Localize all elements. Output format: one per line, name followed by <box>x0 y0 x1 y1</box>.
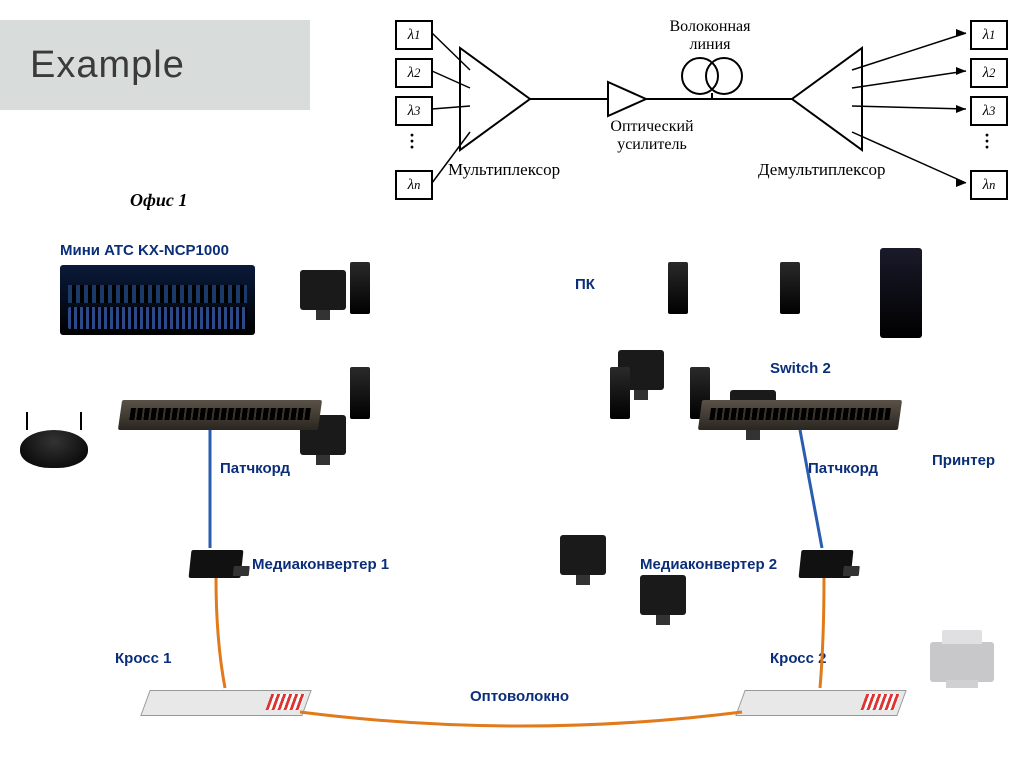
pbx-device <box>60 265 255 335</box>
pc-label: ПК <box>575 276 595 293</box>
lambda-out-1: λ1 <box>970 20 1008 50</box>
patchcord-left-label: Патчкорд <box>220 460 290 477</box>
office-heading: Офис 1 <box>130 190 187 211</box>
lambda-in-3: λ3 <box>395 96 433 126</box>
cross1-label: Кросс 1 <box>115 650 171 667</box>
lambda-in-1: λ1 <box>395 20 433 50</box>
pc-big-tower <box>880 248 922 338</box>
lambda-out-2: λ2 <box>970 58 1008 88</box>
media-converter-1 <box>189 550 244 578</box>
pc-left-2-tower <box>350 367 370 419</box>
cross-panel-2 <box>735 690 906 716</box>
pc-r1-tower <box>668 262 688 314</box>
pbx-label: Мини ATC KX-NCP1000 <box>60 242 229 259</box>
lambda-in-n: λn <box>395 170 433 200</box>
mconv2-label: Медиаконвертер 2 <box>640 556 777 573</box>
pc-r2-tower <box>780 262 800 314</box>
lambda-in-dots: ··· <box>409 132 415 150</box>
media-converter-2 <box>799 550 854 578</box>
demux-label: Демультиплексор <box>758 160 885 180</box>
pc-r3-tower <box>610 367 630 419</box>
fiber-label: Оптоволокно <box>470 688 569 705</box>
switch-right <box>698 400 902 430</box>
fiber-line-label: Волоконнаялиния <box>640 18 780 54</box>
lambda-out-3: λ3 <box>970 96 1008 126</box>
cross-panel-1 <box>140 690 311 716</box>
lambda-in-2: λ2 <box>395 58 433 88</box>
patchcord-right-label: Патчкорд <box>808 460 878 477</box>
pc-left-1 <box>300 270 346 310</box>
pc-r4 <box>640 575 686 615</box>
cross2-label: Кросс 2 <box>770 650 826 667</box>
pc-left-1-tower <box>350 262 370 314</box>
lambda-out-dots: ··· <box>984 132 990 150</box>
amp-label: Оптическийусилитель <box>582 118 722 154</box>
slide-title: Example <box>0 20 310 110</box>
wifi-router <box>20 430 88 468</box>
mux-label: Мультиплексор <box>448 160 560 180</box>
printer-device <box>930 642 994 682</box>
diagram-stage: { "title": "Example", "colors": { "label… <box>0 0 1024 768</box>
mconv1-label: Медиаконвертер 1 <box>252 556 389 573</box>
printer-label: Принтер <box>932 452 995 469</box>
switch-left <box>118 400 322 430</box>
switch2-label: Switch 2 <box>770 360 831 377</box>
lambda-out-n: λn <box>970 170 1008 200</box>
pc-r3 <box>560 535 606 575</box>
